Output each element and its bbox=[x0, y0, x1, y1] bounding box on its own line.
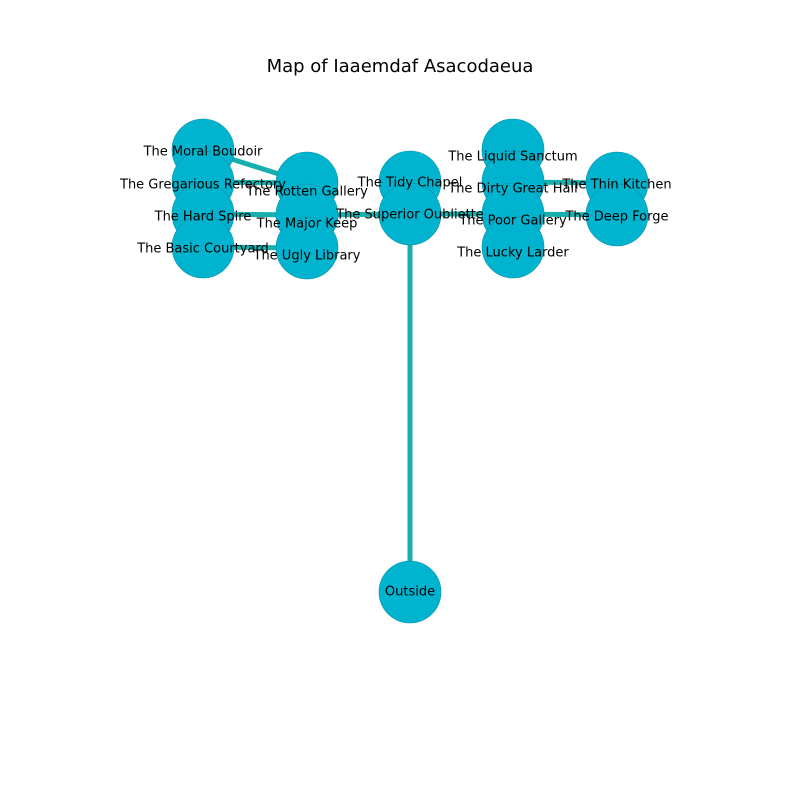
room-label-deep-forge: The Deep Forge bbox=[564, 210, 668, 225]
rooms-layer bbox=[171, 118, 649, 624]
room-label-moral-boudoir: The Moral Boudoir bbox=[143, 145, 263, 160]
room-node-lucky-larder[interactable] bbox=[481, 215, 545, 279]
room-label-dirty-great-hall: The Dirty Great Hall bbox=[447, 182, 578, 197]
room-label-hard-spire: The Hard Spire bbox=[154, 210, 252, 225]
room-label-tidy-chapel: The Tidy Chapel bbox=[357, 176, 463, 191]
room-node-deep-forge[interactable] bbox=[585, 183, 649, 247]
room-label-basic-courtyard: The Basic Courtyard bbox=[136, 242, 269, 257]
room-node-superior-oubliette[interactable] bbox=[378, 182, 442, 246]
room-label-lucky-larder: The Lucky Larder bbox=[456, 246, 569, 261]
room-node-outside[interactable] bbox=[378, 560, 442, 624]
room-label-thin-kitchen: The Thin Kitchen bbox=[561, 178, 671, 193]
labels-layer: The Moral Boudoir The Gregarious Refector… bbox=[119, 145, 672, 600]
room-label-rotten-gallery: The Rotten Gallery bbox=[245, 185, 368, 200]
room-label-ugly-library: The Ugly Library bbox=[253, 249, 361, 264]
room-label-gregarious-refectory: The Gregarious Refectory bbox=[119, 178, 286, 193]
room-label-superior-oubliette: The Superior Oubliette bbox=[335, 208, 484, 223]
room-label-liquid-sanctum: The Liquid Sanctum bbox=[447, 150, 577, 165]
room-node-ugly-library[interactable] bbox=[275, 216, 339, 280]
room-label-major-keep: The Major Keep bbox=[256, 217, 358, 232]
map-title: Map of Iaaemdaf Asacodaeua bbox=[266, 56, 534, 77]
room-label-poor-gallery: The Poor Gallery bbox=[458, 214, 567, 229]
room-node-basic-courtyard[interactable] bbox=[171, 215, 235, 279]
room-label-outside: Outside bbox=[385, 585, 435, 600]
